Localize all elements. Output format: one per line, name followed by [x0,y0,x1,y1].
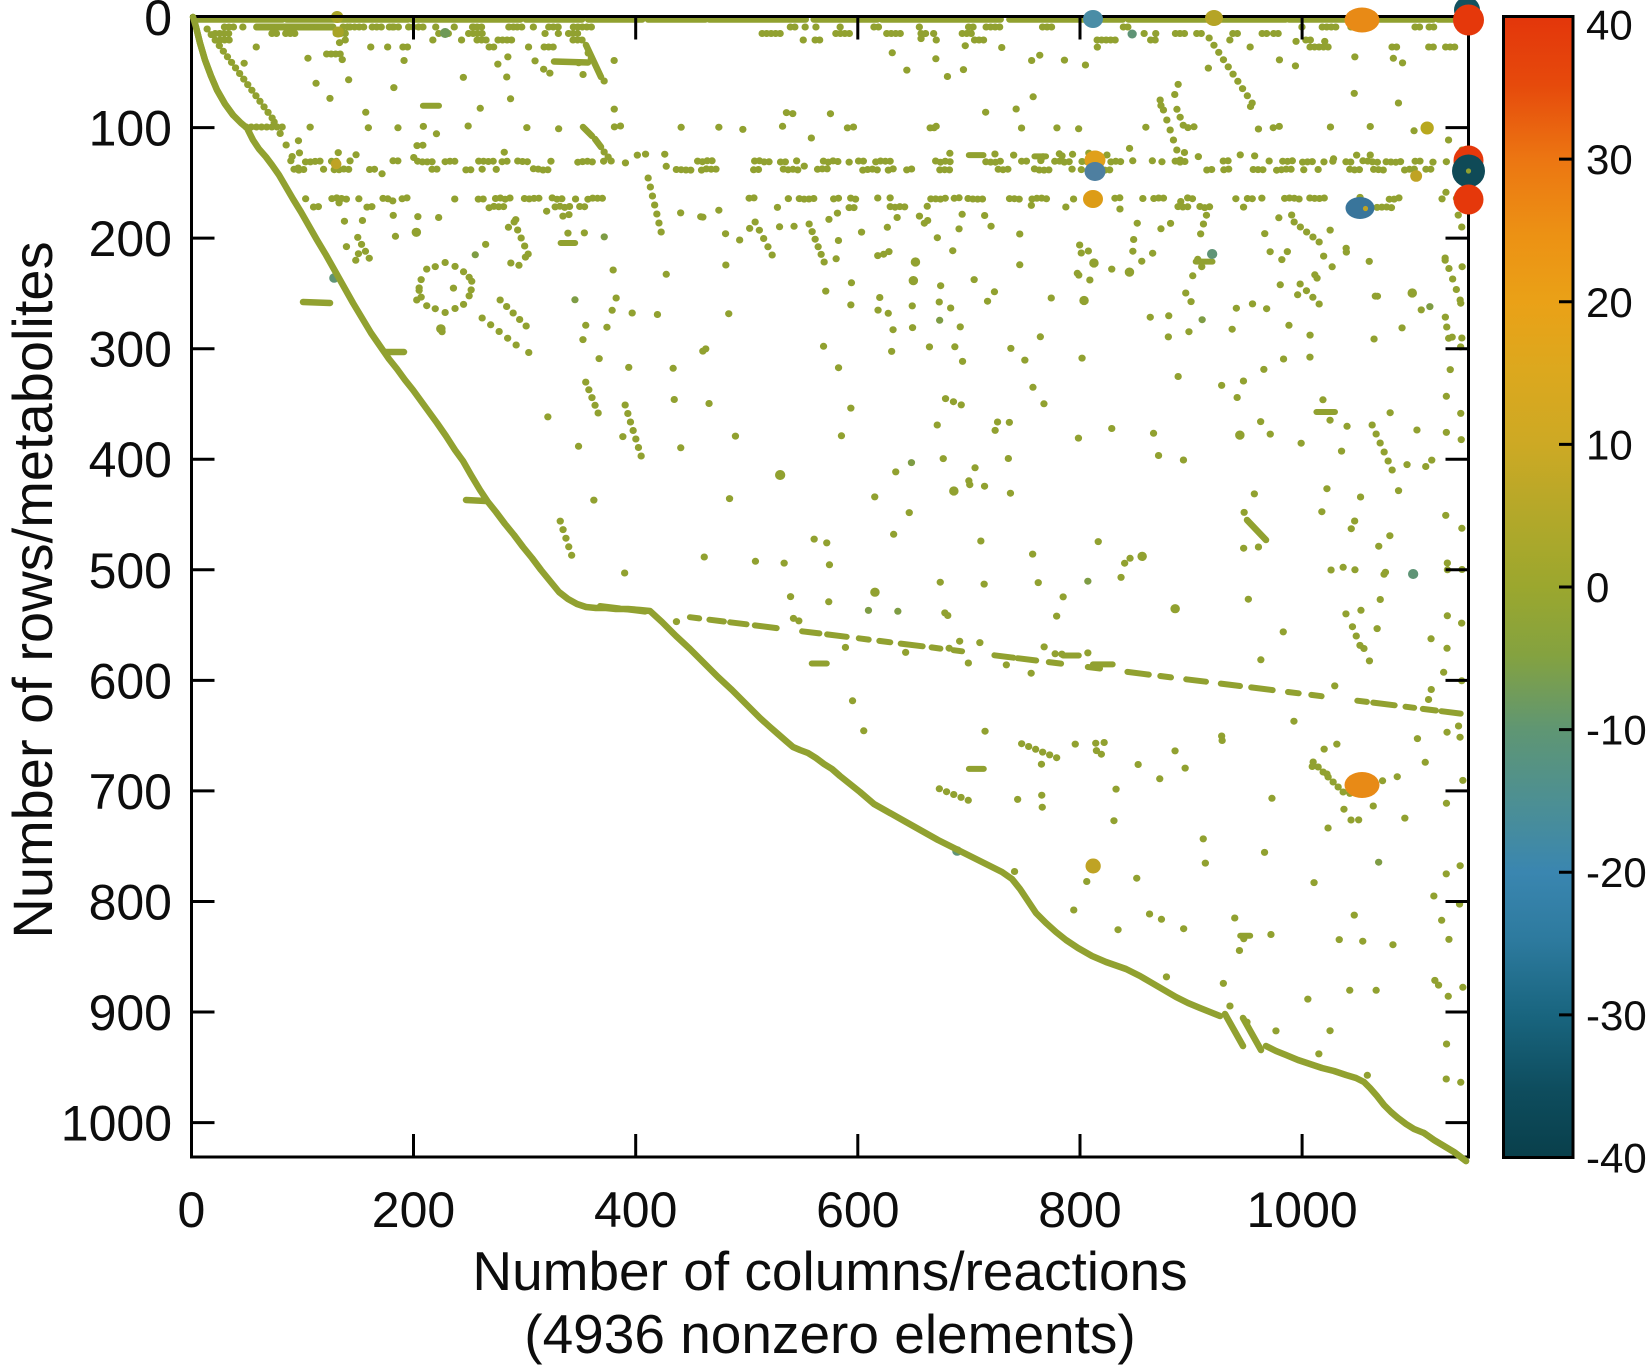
svg-text:0: 0 [177,1182,205,1238]
svg-text:0: 0 [144,0,172,46]
svg-text:-10: -10 [1586,707,1647,754]
svg-text:(4936 nonzero elements): (4936 nonzero elements) [524,1303,1135,1365]
svg-text:200: 200 [89,211,172,267]
svg-text:700: 700 [89,764,172,820]
svg-text:300: 300 [89,322,172,378]
svg-text:600: 600 [89,653,172,709]
svg-text:200: 200 [372,1182,455,1238]
svg-text:20: 20 [1586,279,1633,326]
svg-text:10: 10 [1586,421,1633,468]
svg-text:600: 600 [816,1182,899,1238]
svg-text:800: 800 [89,875,172,931]
svg-text:-40: -40 [1586,1135,1647,1182]
svg-text:1000: 1000 [61,1096,172,1152]
svg-text:400: 400 [89,432,172,488]
svg-text:30: 30 [1586,136,1633,183]
svg-text:Number of rows/metabolites: Number of rows/metabolites [1,241,64,938]
svg-text:-20: -20 [1586,849,1647,896]
svg-text:100: 100 [89,101,172,157]
svg-text:500: 500 [89,543,172,599]
svg-text:400: 400 [594,1182,677,1238]
svg-text:-30: -30 [1586,992,1647,1039]
svg-text:0: 0 [1586,564,1609,611]
svg-text:900: 900 [89,985,172,1041]
svg-text:40: 40 [1586,2,1633,49]
svg-text:Number of columns/reactions: Number of columns/reactions [472,1240,1187,1302]
svg-text:1000: 1000 [1246,1182,1357,1238]
svg-text:800: 800 [1038,1182,1121,1238]
